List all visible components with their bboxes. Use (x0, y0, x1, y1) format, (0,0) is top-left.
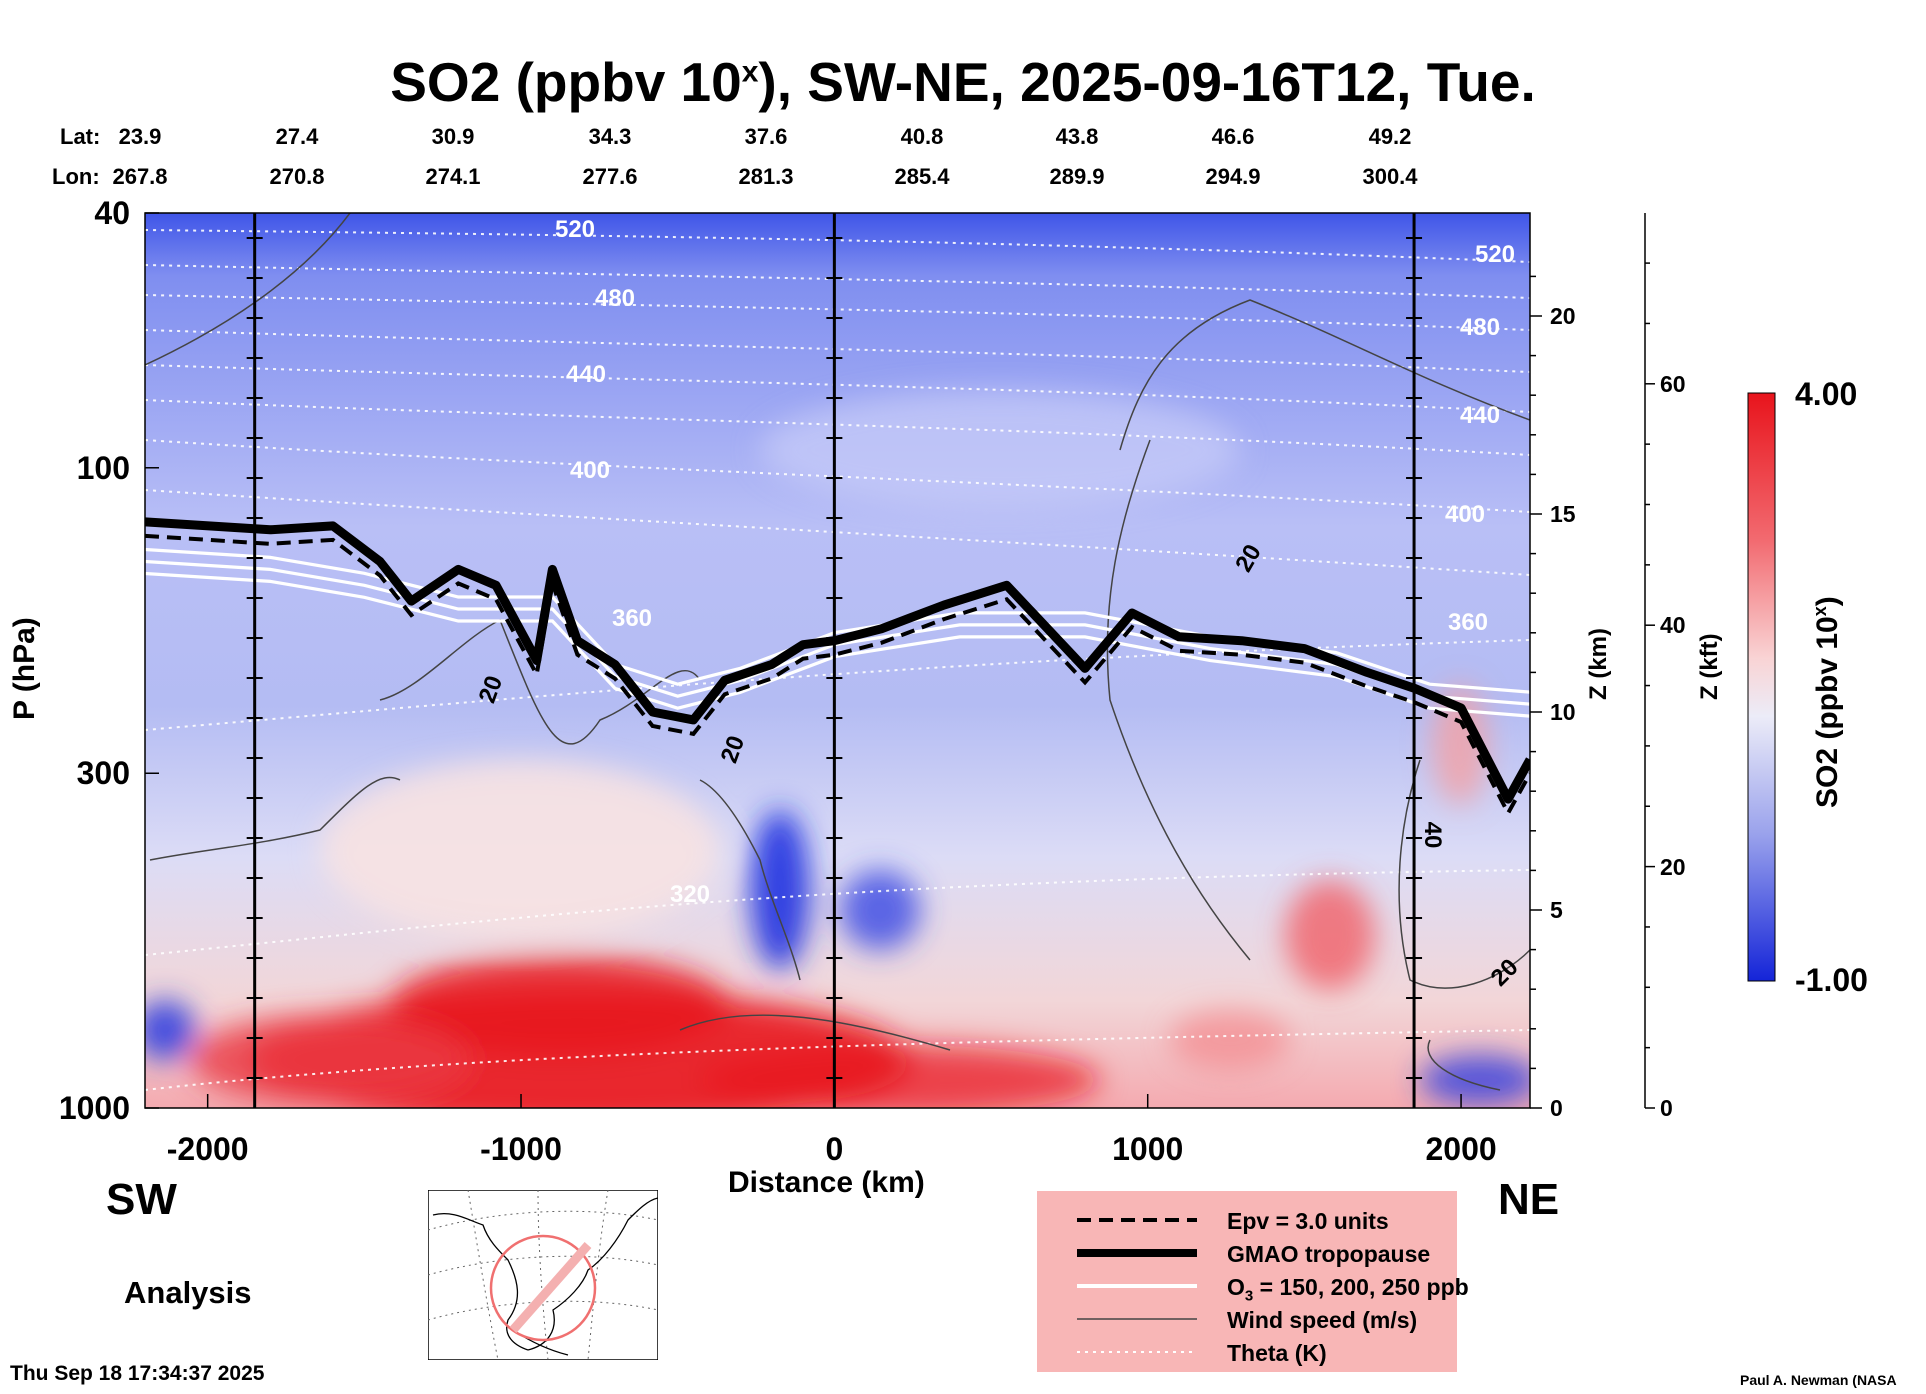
lat-label: Lat: (60, 124, 101, 149)
p-tick-label: 40 (94, 195, 130, 231)
z-kft-tick-label: 60 (1660, 370, 1686, 397)
lon-value: 274.1 (425, 164, 481, 189)
plot-frame (144, 212, 1531, 1109)
epv-line (145, 533, 1530, 818)
x-tick-label: 1000 (1112, 1131, 1184, 1167)
credit: Paul A. Newman (NASA (1740, 1372, 1897, 1388)
lon-value: 267.8 (112, 164, 168, 189)
z-km-tick-label: 10 (1550, 699, 1576, 725)
lat-value: 37.6 (744, 124, 788, 149)
lat-value: 34.3 (588, 124, 632, 149)
o3-contour-line (145, 571, 1530, 718)
timestamp: Thu Sep 18 17:34:37 2025 (10, 1362, 265, 1385)
sw-label: SW (106, 1175, 177, 1224)
theta-label: 400 (1445, 501, 1485, 528)
z-km-axis-title: Z (km) (1585, 628, 1612, 700)
theta-label: 440 (1460, 402, 1500, 429)
z-km-tick-label: 5 (1550, 897, 1563, 923)
p-tick-label: 100 (76, 449, 130, 486)
lat-value: 40.8 (900, 124, 944, 149)
colorbar (1747, 392, 1776, 982)
lon-value: 289.9 (1049, 164, 1105, 189)
legend-wind: Wind speed (m/s) (1077, 1307, 1418, 1333)
x-tick-label: -2000 (166, 1131, 249, 1167)
z-kft-tick-label: 0 (1660, 1095, 1673, 1121)
heatmap-field (145, 213, 1530, 1108)
theta-label: 520 (1475, 241, 1515, 268)
z-km-tick-label: 15 (1550, 501, 1576, 527)
wind-label: 40 (1419, 822, 1446, 849)
theta-label: 480 (1460, 314, 1500, 341)
theta-label: 520 (555, 216, 595, 243)
z-kft-axis-title: Z (kft) (1696, 633, 1723, 700)
theta-label: 400 (570, 457, 610, 484)
lon-value: 281.3 (738, 164, 794, 189)
theta-label: 360 (1448, 609, 1488, 636)
theta-label: 440 (566, 361, 606, 388)
x-tick-label: 0 (825, 1131, 844, 1167)
legend: Epv = 3.0 units GMAO tropopause O3 = 150… (1037, 1191, 1469, 1372)
lat-value: 30.9 (431, 124, 475, 149)
lon-value: 277.6 (582, 164, 638, 189)
legend-o3: O3 = 150, 200, 250 ppb (1077, 1274, 1469, 1305)
lon-value: 300.4 (1362, 164, 1418, 189)
lat-value: 27.4 (275, 124, 319, 149)
section-markers (246, 213, 1423, 1108)
legend-tropopause: GMAO tropopause (1077, 1241, 1431, 1267)
y-axis-title: P (hPa) (8, 617, 41, 720)
lat-value: 49.2 (1368, 124, 1412, 149)
tropopause-line (145, 517, 1530, 804)
theta-contours (145, 229, 1530, 1091)
analysis-label: Analysis (124, 1275, 252, 1310)
axis-ticks (145, 212, 1655, 1109)
colorbar-title: SO2 (ppbv 10x) (1810, 596, 1844, 808)
p-tick-label: 300 (76, 755, 130, 792)
inset-circle (489, 1234, 597, 1342)
x-axis-title: Distance (km) (728, 1166, 925, 1199)
chart-title: SO2 (ppbv 10x), SW-NE, 2025-09-16T12, Tu… (390, 51, 1536, 113)
lon-value: 270.8 (269, 164, 325, 189)
lat-value: 46.6 (1211, 124, 1255, 149)
z-kft-tick-label: 40 (1660, 612, 1686, 639)
colorbar-min: -1.00 (1795, 962, 1868, 998)
z-km-tick-label: 20 (1550, 303, 1576, 329)
lat-value: 23.9 (118, 124, 162, 149)
ne-label: NE (1498, 1175, 1560, 1224)
theta-label: 360 (612, 605, 652, 632)
lon-value: 294.9 (1205, 164, 1261, 189)
legend-epv: Epv = 3.0 units (1077, 1208, 1389, 1234)
theta-label: 320 (670, 881, 710, 908)
colorbar-max: 4.00 (1795, 376, 1858, 412)
inset-path (509, 1242, 592, 1333)
wind-contours (145, 213, 1530, 1091)
legend-theta: Theta (K) (1077, 1340, 1327, 1366)
lon-label: Lon: (52, 164, 100, 189)
z-kft-tick-label: 20 (1660, 853, 1686, 880)
lon-value: 285.4 (894, 164, 950, 189)
z-km-tick-label: 0 (1550, 1095, 1563, 1121)
x-tick-label: -1000 (480, 1131, 562, 1167)
theta-label: 480 (595, 285, 635, 312)
p-tick-label: 1000 (58, 1090, 130, 1126)
inset-map (428, 1190, 658, 1360)
x-tick-label: 2000 (1425, 1131, 1497, 1167)
lat-value: 43.8 (1055, 124, 1099, 149)
